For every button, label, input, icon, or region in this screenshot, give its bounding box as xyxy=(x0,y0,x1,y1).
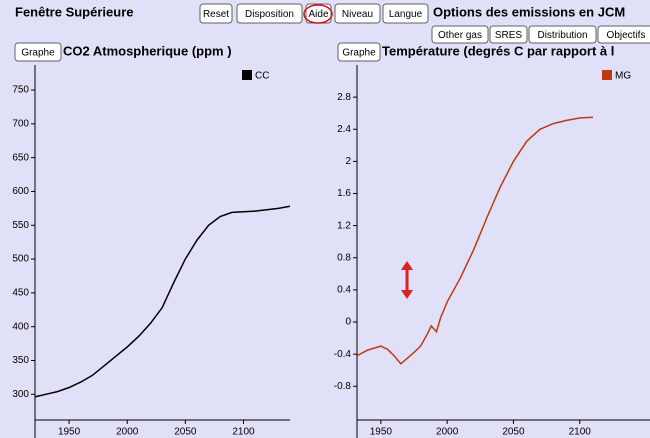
chart-title: Température (degrés C par rapport à l xyxy=(382,43,614,58)
y-tick-label: 400 xyxy=(12,321,29,332)
button-frame[interactable] xyxy=(334,3,381,24)
button-label[interactable]: Graphe xyxy=(342,48,376,59)
arrow xyxy=(401,261,413,299)
button[interactable]: Langue xyxy=(382,3,429,24)
y-tick-label: 700 xyxy=(12,118,29,129)
y-tick-label: 0 xyxy=(345,317,351,328)
button-label[interactable]: Objectifs xyxy=(607,30,646,41)
y-tick-label: -0.4 xyxy=(334,349,352,360)
y-tick-label: 550 xyxy=(12,220,29,231)
button-frame[interactable] xyxy=(382,3,429,24)
y-tick-label: 450 xyxy=(12,288,29,299)
y-tick-label: 0.4 xyxy=(337,285,351,296)
button-frame[interactable] xyxy=(528,25,597,44)
button[interactable]: Reset xyxy=(199,3,233,24)
data-line xyxy=(35,205,290,398)
button-label[interactable]: Graphe xyxy=(21,48,55,59)
y-tick-label: 2.8 xyxy=(337,92,351,103)
button-frame[interactable] xyxy=(337,42,381,62)
button-frame[interactable] xyxy=(14,42,62,62)
y-tick-label: 2.4 xyxy=(337,124,351,135)
button[interactable]: Objectifs xyxy=(597,25,650,44)
y-tick-label: 600 xyxy=(12,186,29,197)
button-label[interactable]: Other gas xyxy=(438,30,482,41)
button-label[interactable]: Reset xyxy=(203,9,229,20)
y-tick-label: 1.6 xyxy=(337,188,351,199)
window-title: Fenêtre Supérieure xyxy=(15,4,134,19)
button-label[interactable]: Aide xyxy=(308,9,328,20)
y-tick-label: 650 xyxy=(12,152,29,163)
button[interactable]: Graphe xyxy=(14,42,62,62)
data-line xyxy=(357,116,594,365)
x-tick-label: 2100 xyxy=(569,427,592,438)
legend-label: MG xyxy=(615,71,631,82)
legend-swatch xyxy=(242,70,252,80)
button[interactable]: Graphe xyxy=(337,42,381,62)
legend-label: CC xyxy=(255,71,269,82)
button-frame[interactable] xyxy=(597,25,650,44)
button[interactable]: Disposition xyxy=(236,3,303,24)
x-tick-label: 2050 xyxy=(502,427,525,438)
x-tick-label: 1950 xyxy=(58,427,81,438)
y-tick-label: -0.8 xyxy=(334,381,352,392)
button[interactable]: Distribution xyxy=(528,25,597,44)
button-frame[interactable] xyxy=(236,3,303,24)
button[interactable]: Other gas xyxy=(431,25,489,44)
y-tick-label: 500 xyxy=(12,254,29,265)
header: Options des emissions en JCM xyxy=(433,4,625,19)
y-tick-label: 0.8 xyxy=(337,252,351,263)
legend-swatch xyxy=(602,70,612,80)
button-frame[interactable] xyxy=(431,25,489,44)
y-tick-label: 2 xyxy=(345,156,351,167)
x-tick-label: 1950 xyxy=(370,427,393,438)
button-frame[interactable] xyxy=(199,3,233,24)
x-tick-label: 2000 xyxy=(116,427,139,438)
chart-title: CO2 Atmospherique (ppm ) xyxy=(63,43,232,58)
button-label[interactable]: Distribution xyxy=(537,30,587,41)
button-label[interactable]: Langue xyxy=(389,9,423,20)
button-label[interactable]: SRES xyxy=(495,30,523,41)
y-tick-label: 750 xyxy=(12,85,29,96)
button-label[interactable]: Niveau xyxy=(342,9,373,20)
button-frame[interactable] xyxy=(489,25,528,44)
y-tick-label: 300 xyxy=(12,389,29,400)
x-tick-label: 2000 xyxy=(436,427,459,438)
y-tick-label: 1.2 xyxy=(337,220,351,231)
x-tick-label: 2050 xyxy=(174,427,197,438)
y-tick-label: 350 xyxy=(12,355,29,366)
button-label[interactable]: Disposition xyxy=(245,9,294,20)
highlight-circle xyxy=(303,4,333,24)
button[interactable]: Niveau xyxy=(334,3,381,24)
button[interactable]: SRES xyxy=(489,25,528,44)
x-tick-label: 2100 xyxy=(232,427,255,438)
